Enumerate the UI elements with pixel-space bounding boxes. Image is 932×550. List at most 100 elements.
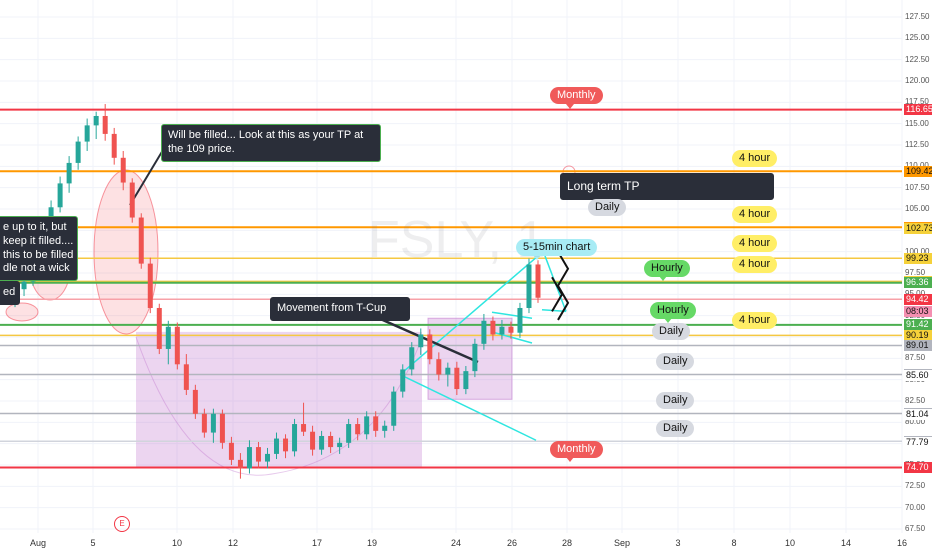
time-tick-label: 28: [561, 538, 573, 548]
pill-4hour-5[interactable]: 4 hour: [732, 312, 778, 329]
candle-body-38: [346, 424, 352, 443]
candle-body-21: [192, 389, 198, 414]
time-tick-label: 10: [784, 538, 796, 548]
candle-body-39: [355, 424, 361, 435]
price-tick-label: 117.50: [905, 97, 929, 107]
candle-body-52: [472, 343, 478, 372]
candle-body-49: [445, 367, 451, 375]
time-tick-label: 17: [311, 538, 323, 548]
time-tick-label: 14: [840, 538, 852, 548]
price-tag-green: 96.36: [904, 277, 932, 289]
candle-body-9: [84, 125, 90, 142]
price-tick-label: 70.00: [905, 502, 926, 512]
pill-monthly-top[interactable]: Monthly: [550, 87, 603, 104]
pill-4hour-4[interactable]: 4 hour: [732, 256, 778, 273]
candle-body-53: [481, 320, 487, 344]
candle-body-37: [337, 442, 343, 448]
trendline-4: [491, 311, 533, 319]
earnings-marker[interactable]: E: [114, 516, 130, 532]
candle-body-51: [463, 371, 469, 390]
annotation-tcup[interactable]: Movement from T-Cup: [270, 297, 410, 321]
candle-body-58: [526, 264, 532, 308]
annotation-left-note[interactable]: e up to it, but keep it filled.... this …: [0, 216, 78, 281]
candle-body-54: [490, 320, 496, 335]
tail-hourly-1: [659, 276, 667, 281]
price-tag-gray-line: 81.04: [904, 407, 932, 420]
candle-body-41: [373, 416, 379, 431]
candle-body-50: [454, 367, 460, 390]
candle-body-35: [319, 435, 325, 450]
annotation-left-small[interactable]: ed: [0, 281, 20, 305]
tail-monthly-top: [566, 104, 574, 109]
annotation-long-term-tp[interactable]: Long term TP: [560, 173, 774, 200]
price-tick-label: 125.00: [905, 33, 930, 43]
time-tick-label: 26: [506, 538, 518, 548]
ellipse-pullback: [93, 169, 159, 335]
candle-body-45: [409, 347, 415, 370]
time-tick-label: 16: [896, 538, 908, 548]
candle-body-26: [237, 459, 243, 469]
price-tag-red: 74.70: [904, 462, 932, 474]
symbol-watermark: FSLY, 1: [368, 211, 546, 269]
pill-hourly-2[interactable]: Hourly: [650, 302, 696, 319]
pill-4hour-1[interactable]: 4 hour: [732, 150, 778, 167]
pill-daily-5[interactable]: Daily: [656, 420, 695, 437]
candle-body-10: [93, 115, 99, 126]
time-tick-label: Aug: [29, 538, 47, 548]
ellipse-small: [5, 302, 39, 322]
tail-hourly-2: [664, 318, 672, 323]
time-tick-label: 3: [675, 538, 681, 548]
price-tag-yellow: 102.73: [904, 222, 932, 234]
candle-body-16: [147, 263, 153, 308]
candle-body-48: [436, 359, 442, 375]
trendline-3: [541, 308, 567, 313]
price-tick-label: 105.00: [905, 204, 930, 213]
price-tag-gray-line: 85.60: [904, 369, 932, 382]
candle-body-32: [292, 424, 298, 452]
pill-5-15min[interactable]: 5-15min chart: [516, 239, 598, 256]
price-tag-red: 116.65: [904, 104, 932, 116]
pill-daily-3[interactable]: Daily: [656, 353, 695, 370]
price-tick-label: 122.50: [905, 54, 930, 64]
price-tick-label: 115.00: [905, 118, 929, 128]
pill-4hour-3[interactable]: 4 hour: [732, 235, 778, 252]
candle-body-11: [102, 115, 108, 134]
price-tick-label: 97.50: [905, 268, 926, 277]
candle-body-8: [75, 141, 81, 163]
candle-body-7: [66, 162, 72, 184]
candle-body-31: [283, 438, 289, 452]
price-tick-label: 127.50: [905, 12, 930, 21]
time-tick-label: 5: [90, 538, 96, 548]
candle-body-47: [427, 334, 433, 360]
price-tag-yellow: 90.19: [904, 329, 932, 341]
candle-body-6: [57, 183, 63, 208]
time-tick-label: 10: [171, 538, 183, 548]
candle-body-33: [301, 424, 307, 432]
time-tick-label: 24: [450, 538, 462, 548]
candle-body-30: [274, 438, 280, 454]
candle-body-28: [255, 447, 261, 462]
candle-body-2: [21, 281, 27, 290]
pill-daily-2[interactable]: Daily: [652, 323, 691, 340]
tail-monthly-bottom: [566, 457, 574, 462]
price-tag-red-light: 08:03: [904, 305, 932, 317]
price-tick-label: 72.50: [905, 481, 926, 491]
pill-4hour-2[interactable]: 4 hour: [732, 206, 778, 223]
candle-body-17: [156, 307, 162, 349]
candle-body-57: [517, 307, 523, 333]
price-tick-label: 67.50: [905, 524, 926, 533]
annotation-tp-note[interactable]: Will be filled... Look at this as your T…: [161, 124, 381, 162]
candle-body-19: [174, 326, 180, 365]
zigzag-arrow-2: [551, 276, 564, 312]
price-tick-label: 100.00: [905, 246, 930, 256]
pill-hourly-1[interactable]: Hourly: [644, 260, 690, 277]
pill-daily-1[interactable]: Daily: [588, 199, 627, 216]
candle-body-14: [129, 182, 135, 218]
price-tag-gray-line: 77.79: [904, 435, 932, 448]
candle-body-15: [138, 217, 144, 264]
price-tick-label: 112.50: [905, 140, 929, 149]
price-tag-gray: 89.01: [904, 339, 932, 351]
pill-monthly-bottom[interactable]: Monthly: [550, 441, 603, 458]
pill-daily-4[interactable]: Daily: [656, 392, 695, 409]
